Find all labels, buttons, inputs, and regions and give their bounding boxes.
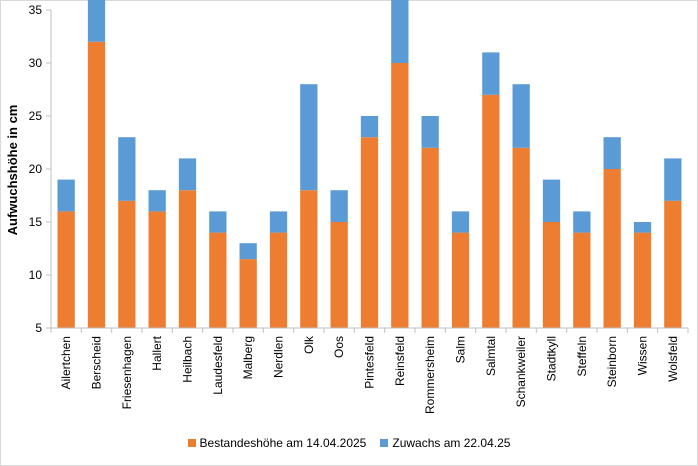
bar-zuwachs-salmtal [482, 52, 500, 95]
bar-bestandeshoehe-stadtkyll [542, 222, 561, 328]
y-axis-label: Aufwuchshöhe in cm [5, 105, 20, 236]
x-tick-label: Steffeln [575, 336, 589, 376]
bar-zuwachs-heilbach [178, 158, 197, 191]
x-tick-label: Wolsfeld [666, 336, 680, 382]
bar-zuwachs-ailertchen [57, 179, 75, 212]
bar-zuwachs-wolsfeld [664, 158, 682, 201]
bar-bestandeshoehe-reinsfeld [391, 63, 409, 328]
x-tick-label: Oos [332, 336, 346, 358]
bar-bestandeshoehe-steffeln [573, 232, 591, 328]
bar-zuwachs-olk [300, 84, 318, 191]
legend-swatch-blue [380, 439, 389, 447]
bar-bestandeshoehe-salmtal [482, 94, 500, 328]
x-tick-label: Wissen [636, 336, 650, 375]
x-tick-label: Rommersheim [423, 336, 437, 414]
bar-zuwachs-steffeln [573, 211, 591, 233]
x-tick-label: Olk [302, 335, 316, 354]
bar-bestandeshoehe-laudesfeld [209, 232, 227, 328]
bar-zuwachs-pintesfeld [360, 116, 379, 138]
bar-bestandeshoehe-berscheid [87, 41, 106, 329]
bar-bestandeshoehe-nerdlen [269, 232, 288, 328]
x-tick-label: Salm [454, 336, 468, 363]
bar-bestandeshoehe-olk [300, 190, 318, 328]
y-tick-label: 25 [29, 109, 43, 123]
axes-group: Ailertchen Berscheid Friesenhagen Hallert He… [29, 3, 689, 414]
y-tick-label: 15 [29, 215, 43, 229]
bars-group [57, 0, 682, 329]
bar-zuwachs-reinsfeld [391, 0, 409, 63]
x-tick-label: Ailertchen [59, 336, 73, 389]
bar-zuwachs-malberg [239, 243, 257, 260]
bar-zuwachs-hallert [148, 190, 166, 212]
x-tick-label: Pintesfeld [363, 336, 377, 389]
legend-label-bestandeshoehe: Bestandeshöhe am 14.04.2025 [199, 436, 367, 450]
x-tick-label: Malberg [241, 336, 255, 379]
legend-swatch-orange [187, 439, 196, 447]
legend-item-zuwachs: Zuwachs am 22.04.25 [380, 436, 510, 450]
bar-bestandeshoehe-rommersheim [421, 147, 439, 328]
bar-bestandeshoehe-pintesfeld [360, 137, 379, 328]
x-tick-label: Schankweiler [514, 336, 528, 407]
x-tick-label: Friesenhagen [120, 336, 134, 409]
bar-bestandeshoehe-oos [330, 222, 348, 328]
y-tick-label: 10 [29, 268, 43, 282]
bar-bestandeshoehe-malberg [239, 259, 257, 328]
bar-zuwachs-wissen [633, 222, 652, 233]
bar-zuwachs-berscheid [87, 0, 106, 42]
y-tick-label: 20 [29, 162, 43, 176]
bar-bestandeshoehe-hallert [148, 211, 166, 328]
x-tick-label: Heilbach [181, 336, 195, 383]
y-tick-label: 35 [29, 3, 43, 17]
x-tick-label: Steinborn [605, 336, 619, 387]
bar-bestandeshoehe-salm [451, 232, 470, 328]
legend-label-zuwachs: Zuwachs am 22.04.25 [392, 436, 511, 450]
bar-bestandeshoehe-wissen [633, 232, 652, 328]
x-tick-label: Salmtal [484, 336, 498, 376]
bar-bestandeshoehe-steinborn [603, 169, 621, 328]
bar-bestandeshoehe-schankweiler [512, 147, 530, 328]
bar-zuwachs-stadtkyll [542, 179, 561, 222]
x-tick-label: Hallert [150, 335, 164, 370]
bar-zuwachs-salm [451, 211, 470, 233]
bar-bestandeshoehe-heilbach [178, 190, 197, 328]
y-tick-label: 5 [35, 321, 42, 335]
y-tick-label: 30 [29, 56, 43, 70]
bar-zuwachs-schankweiler [512, 84, 530, 148]
bar-zuwachs-friesenhagen [118, 137, 136, 201]
legend-item-bestandeshoehe: Bestandeshöhe am 14.04.2025 [187, 436, 367, 450]
bar-zuwachs-nerdlen [269, 211, 288, 233]
x-tick-label: Stadtkyll [545, 336, 559, 381]
bar-zuwachs-steinborn [603, 137, 621, 169]
x-tick-label: Berscheid [90, 336, 104, 389]
x-tick-label: Reinsfeld [393, 336, 407, 386]
bar-bestandeshoehe-ailertchen [57, 211, 75, 328]
bar-zuwachs-laudesfeld [209, 211, 227, 233]
bar-bestandeshoehe-friesenhagen [118, 200, 136, 328]
bar-zuwachs-rommersheim [421, 116, 439, 148]
x-tick-label: Nerdlen [272, 336, 286, 378]
x-tick-label: Laudesfeld [211, 336, 225, 395]
bar-zuwachs-oos [330, 190, 348, 222]
bar-bestandeshoehe-wolsfeld [664, 200, 682, 328]
legend: Bestandeshöhe am 14.04.2025 Zuwachs am 2… [0, 436, 698, 450]
